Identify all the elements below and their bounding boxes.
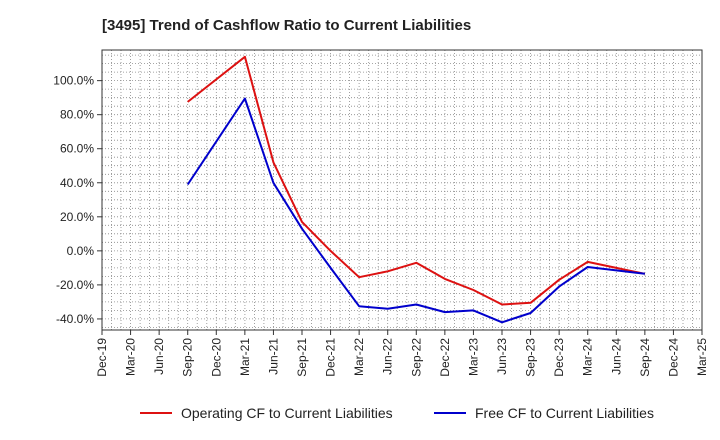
legend-label-operating-cf: Operating CF to Current Liabilities — [181, 405, 393, 421]
x-tick-label: Dec-23 — [552, 338, 566, 377]
legend-label-free-cf: Free CF to Current Liabilities — [475, 405, 654, 421]
y-tick-label: 100.0% — [53, 74, 94, 88]
x-tick-label: Mar-23 — [466, 338, 480, 376]
series-lines — [186, 55, 646, 324]
y-tick-label: 60.0% — [60, 142, 94, 156]
x-tick-label: Mar-24 — [581, 338, 595, 376]
grid-lines — [101, 50, 703, 330]
x-tick-label: Dec-20 — [209, 338, 223, 377]
x-tick-label: Jun-23 — [495, 338, 509, 375]
x-tick-label: Sep-24 — [638, 338, 652, 377]
legend: Operating CF to Current Liabilities Free… — [140, 405, 654, 421]
y-tick-label: -40.0% — [56, 312, 94, 326]
x-tick-label: Sep-20 — [181, 338, 195, 377]
x-tick-label: Mar-22 — [352, 338, 366, 376]
y-tick-label: 40.0% — [60, 176, 94, 190]
x-tick-label: Sep-22 — [409, 338, 423, 377]
y-tick-label: 0.0% — [67, 244, 95, 258]
x-tick-label: Sep-23 — [524, 338, 538, 377]
x-tick-label: Jun-21 — [266, 338, 280, 375]
x-tick-label: Dec-24 — [666, 338, 680, 377]
x-tick-label: Jun-22 — [381, 338, 395, 375]
x-tick-label: Sep-21 — [295, 338, 309, 377]
x-tick-label: Dec-22 — [438, 338, 452, 377]
y-tick-label: 20.0% — [60, 210, 94, 224]
x-tick-label: Mar-21 — [238, 338, 252, 376]
x-tick-label: Mar-25 — [695, 338, 709, 376]
x-tick-label: Dec-19 — [95, 338, 109, 377]
y-tick-label: 80.0% — [60, 108, 94, 122]
x-tick-label: Jun-20 — [152, 338, 166, 375]
x-tick-label: Jun-24 — [609, 338, 623, 375]
series-line-operating-cf-to-current-liabilities — [187, 55, 646, 306]
x-tick-label: Dec-21 — [324, 338, 338, 377]
x-tick-label: Mar-20 — [124, 338, 138, 376]
x-axis-tick-labels: Dec-19 Mar-20 Jun-20 Sep-20 Dec-20 Mar-21 Jun-… — [95, 330, 709, 377]
y-tick-label: -20.0% — [56, 278, 94, 292]
series-line-free-cf-to-current-liabilities — [186, 97, 646, 324]
y-axis-tick-labels: 100.0% 80.0% 60.0% 40.0% 20.0% 0.0% -20.0% -40.… — [53, 74, 102, 326]
plot-area-frame — [101, 49, 703, 331]
chart-title: [3495] Trend of Cashflow Ratio to Curren… — [102, 17, 471, 34]
